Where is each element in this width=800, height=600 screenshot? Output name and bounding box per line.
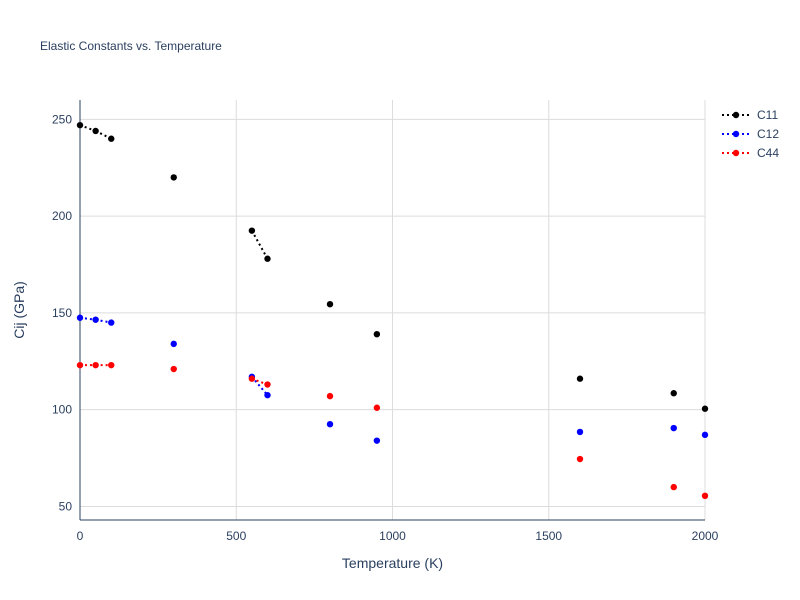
- data-point[interactable]: [576, 375, 584, 382]
- legend-marker: [732, 130, 740, 138]
- data-point[interactable]: [170, 340, 177, 348]
- data-point[interactable]: [108, 319, 115, 326]
- data-point[interactable]: [264, 255, 271, 262]
- y-tick-labels: 50 100 150 200 250: [52, 112, 72, 513]
- legend-label: C44: [757, 146, 779, 160]
- data-point[interactable]: [108, 361, 115, 369]
- x-axis-label: Temperature (K): [342, 555, 443, 571]
- data-point[interactable]: [326, 420, 334, 428]
- legend-marker: [732, 111, 740, 119]
- legend-label: C11: [757, 108, 778, 122]
- data-point[interactable]: [170, 365, 177, 373]
- data-point[interactable]: [92, 316, 99, 323]
- data-point[interactable]: [108, 135, 115, 142]
- x-tick-label: 1500: [535, 529, 562, 543]
- x-tick-label: 500: [226, 529, 246, 543]
- legend[interactable]: C11 C12 C44: [722, 108, 779, 160]
- series-c44: [76, 361, 709, 500]
- data-point[interactable]: [76, 361, 84, 369]
- y-tick-label: 50: [59, 499, 73, 513]
- series-c11: [76, 121, 709, 412]
- data-point[interactable]: [92, 361, 99, 369]
- data-point[interactable]: [248, 227, 256, 234]
- data-point[interactable]: [701, 492, 709, 500]
- y-tick-label: 100: [52, 403, 72, 417]
- x-tick-label: 1000: [379, 529, 406, 543]
- x-tick-label: 0: [77, 529, 84, 543]
- y-tick-label: 150: [52, 306, 72, 320]
- data-point[interactable]: [76, 314, 84, 321]
- data-point[interactable]: [670, 424, 677, 432]
- data-point[interactable]: [373, 404, 381, 411]
- legend-marker: [732, 149, 740, 157]
- legend-item-c44[interactable]: C44: [722, 146, 779, 160]
- data-point[interactable]: [76, 121, 84, 129]
- y-tick-label: 250: [52, 112, 72, 126]
- legend-item-c11[interactable]: C11: [722, 108, 778, 122]
- data-point[interactable]: [670, 390, 677, 397]
- data-point[interactable]: [170, 174, 177, 181]
- series-segment: [251, 230, 269, 260]
- x-gridlines: [235, 100, 706, 520]
- data-point[interactable]: [576, 455, 584, 463]
- data-point[interactable]: [248, 375, 256, 382]
- data-point[interactable]: [264, 381, 271, 388]
- data-point[interactable]: [670, 483, 677, 491]
- y-gridlines: [80, 118, 705, 507]
- data-point[interactable]: [576, 428, 584, 436]
- y-tick-label: 200: [52, 209, 72, 223]
- data-point[interactable]: [373, 437, 381, 444]
- x-tick-label: 2000: [692, 529, 719, 543]
- data-point[interactable]: [701, 405, 709, 412]
- data-point[interactable]: [92, 127, 99, 135]
- plot-area: [76, 121, 709, 500]
- series-segment: [251, 376, 269, 396]
- data-point[interactable]: [701, 431, 709, 439]
- legend-item-c12[interactable]: C12: [722, 127, 779, 141]
- x-tick-labels: 0 500 1000 1500 2000: [77, 529, 719, 543]
- data-point[interactable]: [373, 330, 381, 338]
- y-axis-label: Cij (GPa): [11, 281, 27, 339]
- data-point[interactable]: [264, 391, 271, 399]
- legend-label: C12: [757, 127, 779, 141]
- data-point[interactable]: [326, 300, 334, 308]
- chart-title: Elastic Constants vs. Temperature: [40, 39, 222, 53]
- data-point[interactable]: [326, 392, 334, 400]
